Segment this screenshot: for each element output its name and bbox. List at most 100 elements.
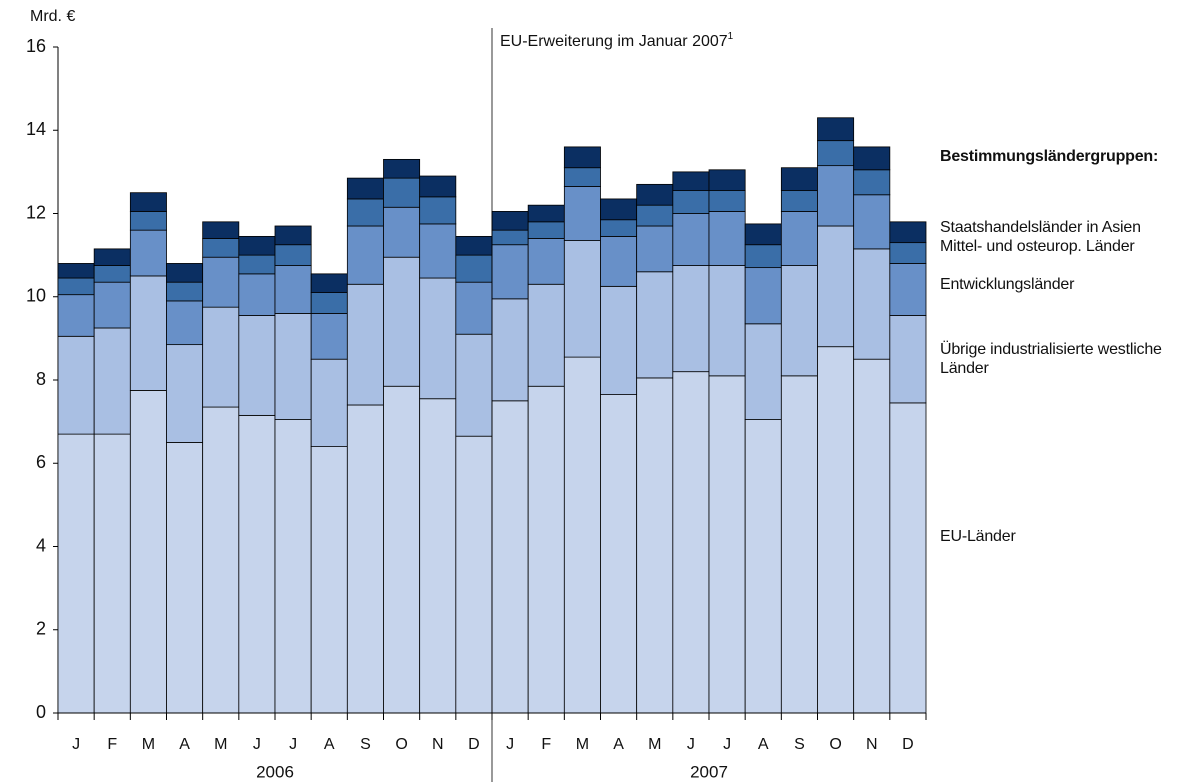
- bar-segment: [600, 235, 638, 287]
- legend-label: EU-Länder: [940, 528, 1016, 545]
- bar-segment: [744, 419, 782, 714]
- bar-segment: [817, 140, 855, 167]
- bar-segment: [636, 183, 674, 206]
- bar-segment: [238, 315, 276, 416]
- bar-segment: [455, 235, 493, 256]
- bar-segment: [274, 312, 312, 420]
- x-tick-label: O: [829, 736, 841, 753]
- bar-segment: [202, 406, 240, 714]
- x-tick-label: J: [289, 736, 297, 753]
- y-tick-label: 0: [36, 702, 46, 722]
- bar-segment: [383, 177, 421, 208]
- bar-segment: [166, 263, 204, 283]
- bar-segment: [563, 356, 601, 714]
- bar-segment: [708, 169, 746, 192]
- bar-segment: [672, 371, 710, 714]
- bar-segment: [166, 300, 204, 346]
- bar-segment: [600, 219, 638, 237]
- bar-segment: [636, 225, 674, 273]
- bar-segment: [853, 248, 891, 360]
- bar-segment: [57, 263, 95, 279]
- x-tick-label: O: [395, 736, 407, 753]
- bar-segment: [672, 213, 710, 266]
- x-tick-label: M: [648, 736, 661, 753]
- bar-segment: [57, 294, 95, 337]
- bar-segment: [238, 414, 276, 714]
- bar-segment: [166, 344, 204, 443]
- bar-segment: [455, 254, 493, 283]
- bar-segment: [419, 175, 457, 198]
- bar-segment: [708, 190, 746, 212]
- bar-segment: [672, 171, 710, 192]
- annotation: EU-Erweiterung im Januar 20071: [500, 31, 734, 51]
- bar-segment: [708, 211, 746, 266]
- bar-segment: [129, 390, 167, 714]
- x-tick-label: J: [72, 736, 80, 753]
- bar-segment: [491, 229, 529, 246]
- x-tick-label: D: [902, 736, 914, 753]
- bar-segment: [563, 146, 601, 169]
- bar-segment: [780, 265, 818, 377]
- bar-segment: [853, 169, 891, 196]
- bar-segment: [491, 211, 529, 231]
- bar-segment: [202, 238, 240, 258]
- x-tick-label: M: [576, 736, 589, 753]
- bar-segment: [57, 277, 95, 296]
- bar-segment: [455, 435, 493, 714]
- bar-segment: [527, 283, 565, 387]
- x-tick-label: A: [613, 736, 624, 753]
- bar-segment: [274, 244, 312, 266]
- bar-segment: [346, 225, 384, 285]
- y-tick-label: 14: [26, 119, 46, 139]
- annotation-note: 1: [728, 31, 734, 42]
- bar-segment: [93, 327, 131, 435]
- year-label: 2007: [690, 762, 728, 781]
- bar-segment: [238, 273, 276, 316]
- bar-segment: [491, 298, 529, 402]
- bar-segment: [129, 229, 167, 277]
- y-tick-label: 16: [26, 36, 46, 56]
- x-tick-label: J: [253, 736, 261, 753]
- bar-segment: [889, 402, 927, 714]
- bar-segment: [274, 265, 312, 314]
- bar-segment: [238, 254, 276, 275]
- bar-segment: [853, 146, 891, 171]
- bar-segment: [817, 346, 855, 714]
- bar-segment: [780, 167, 818, 192]
- bar-segment: [527, 238, 565, 285]
- bar-segment: [600, 285, 638, 395]
- y-tick-label: 12: [26, 202, 46, 222]
- bar-segment: [853, 194, 891, 250]
- bar-segment: [93, 248, 131, 266]
- bar-segment: [708, 375, 746, 714]
- bar-segment: [780, 190, 818, 212]
- bar-segment: [93, 281, 131, 329]
- legend-label: Entwicklungsländer: [940, 276, 1075, 293]
- bar-segment: [636, 271, 674, 379]
- bar-segment: [346, 404, 384, 714]
- bar-segment: [310, 292, 348, 314]
- bar-segment: [491, 244, 529, 300]
- bar-segment: [166, 442, 204, 714]
- legend-title: Bestimmungsländergruppen:: [940, 148, 1159, 165]
- bar-segment: [419, 277, 457, 400]
- bar-segment: [419, 223, 457, 279]
- bar-segment: [672, 190, 710, 214]
- bar-segment: [202, 221, 240, 239]
- bar-segment: [889, 242, 927, 264]
- bar-segment: [310, 358, 348, 447]
- bar-segment: [310, 312, 348, 360]
- x-tick-label: J: [723, 736, 731, 753]
- legend-label: Mittel- und osteurop. Länder: [940, 238, 1135, 255]
- x-tick-label: S: [360, 736, 371, 753]
- bar-segment: [57, 335, 95, 435]
- bar-segment: [563, 167, 601, 187]
- bar-segment: [455, 333, 493, 437]
- bar-segment: [853, 358, 891, 714]
- bar-segment: [889, 263, 927, 316]
- x-tick-label: J: [506, 736, 514, 753]
- bar-segment: [600, 198, 638, 221]
- bar-segment: [129, 192, 167, 212]
- bar-segment: [672, 265, 710, 373]
